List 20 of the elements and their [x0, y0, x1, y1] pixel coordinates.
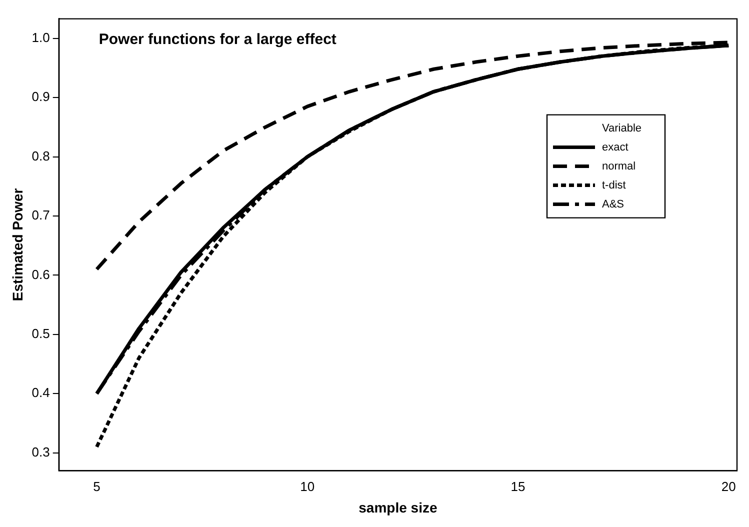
x-tick-label: 15 [510, 478, 526, 494]
legend-label: normal [602, 160, 636, 172]
x-tick-label: 5 [93, 478, 100, 494]
y-tick-label: 0.9 [32, 89, 50, 104]
legend-label: A&S [602, 198, 624, 210]
legend-label: exact [602, 141, 628, 154]
legend-label: t-dist [602, 179, 626, 192]
x-tick-label: 10 [300, 478, 315, 494]
y-tick-label: 0.7 [32, 208, 50, 223]
x-tick-label: 20 [721, 478, 736, 494]
y-tick-label: 1.0 [32, 30, 50, 45]
y-tick-label: 0.6 [32, 266, 50, 282]
text: Power functions for a large effect [98, 30, 336, 48]
y-tick-label: 0.3 [32, 444, 50, 460]
legend-title: Variable [602, 122, 642, 134]
y-tick-label: 0.4 [32, 385, 50, 400]
x-axis-title: sample size [358, 499, 438, 516]
y-tick-label: 0.5 [32, 326, 50, 341]
y-axis-title: Estimated Power [9, 188, 26, 302]
y-tick-label: 0.8 [32, 148, 50, 164]
